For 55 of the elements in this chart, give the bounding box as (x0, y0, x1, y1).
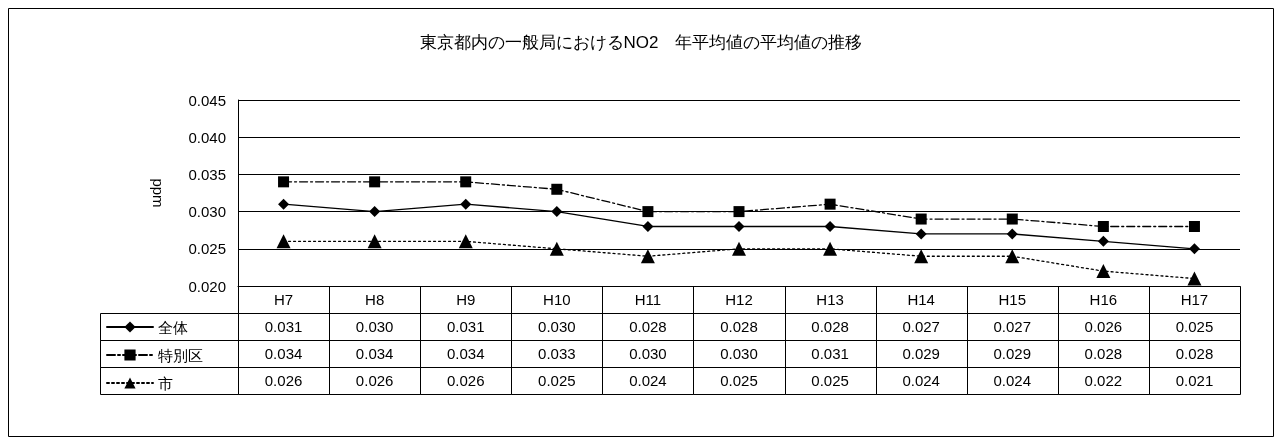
chart-title: 東京都内の一般局におけるNO2 年平均値の平均値の推移 (419, 32, 863, 52)
x-tick-label: H10 (543, 291, 571, 308)
x-tick-label: H9 (456, 291, 476, 308)
data-label: 0.028 (629, 318, 667, 335)
data-label: 0.026 (355, 372, 394, 389)
x-tick-label: H15 (998, 291, 1027, 308)
data-label: 0.024 (629, 372, 667, 389)
data-label: 0.030 (355, 318, 394, 335)
y-tick-label: 0.025 (188, 240, 226, 258)
data-label: 0.030 (720, 345, 758, 362)
data-label: 0.026 (264, 372, 303, 389)
data-label: 0.029 (993, 345, 1032, 362)
data-label: 0.025 (811, 372, 849, 389)
data-label: 0.034 (355, 345, 394, 362)
data-label: 0.025 (538, 372, 576, 389)
x-tick-label: H8 (365, 291, 385, 308)
data-label: 0.029 (902, 345, 940, 362)
legend-label: 特別区 (158, 346, 203, 364)
x-tick-label: H16 (1089, 291, 1118, 308)
y-tick-label: 0.035 (188, 165, 226, 183)
data-label: 0.034 (264, 345, 303, 362)
data-label: 0.022 (1084, 372, 1123, 389)
data-label: 0.021 (1175, 372, 1214, 389)
y-tick-label: 0.020 (188, 277, 226, 295)
data-label: 0.028 (1084, 345, 1123, 362)
data-label: 0.033 (538, 345, 576, 362)
data-label: 0.028 (811, 318, 849, 335)
data-label: 0.024 (993, 372, 1032, 389)
y-tick-label: 0.030 (188, 203, 226, 221)
data-label: 0.024 (902, 372, 940, 389)
data-label: 0.031 (446, 318, 485, 335)
x-tick-label: H17 (1180, 291, 1209, 308)
legend-label: 市 (158, 374, 173, 392)
data-label: 0.030 (538, 318, 576, 335)
legend-label: 全体 (158, 318, 188, 336)
data-label: 0.030 (629, 345, 667, 362)
y-tick-label: 0.040 (188, 128, 226, 146)
x-tick-label: H12 (725, 291, 753, 308)
x-tick-label: H14 (907, 291, 935, 308)
data-label: 0.027 (902, 318, 940, 335)
x-tick-label: H11 (634, 291, 662, 308)
data-label: 0.031 (811, 345, 849, 362)
data-label: 0.028 (720, 318, 758, 335)
y-tick-label: 0.045 (188, 91, 226, 109)
x-tick-label: H13 (816, 291, 844, 308)
data-label: 0.026 (446, 372, 485, 389)
y-axis-title: ppm (150, 178, 167, 208)
x-tick-label: H7 (273, 291, 294, 308)
data-label: 0.034 (446, 345, 485, 362)
data-label: 0.025 (1175, 318, 1214, 335)
data-label: 0.031 (264, 318, 303, 335)
data-label: 0.028 (1175, 345, 1214, 362)
data-label: 0.027 (993, 318, 1032, 335)
data-label: 0.025 (720, 372, 758, 389)
data-label: 0.026 (1084, 318, 1123, 335)
